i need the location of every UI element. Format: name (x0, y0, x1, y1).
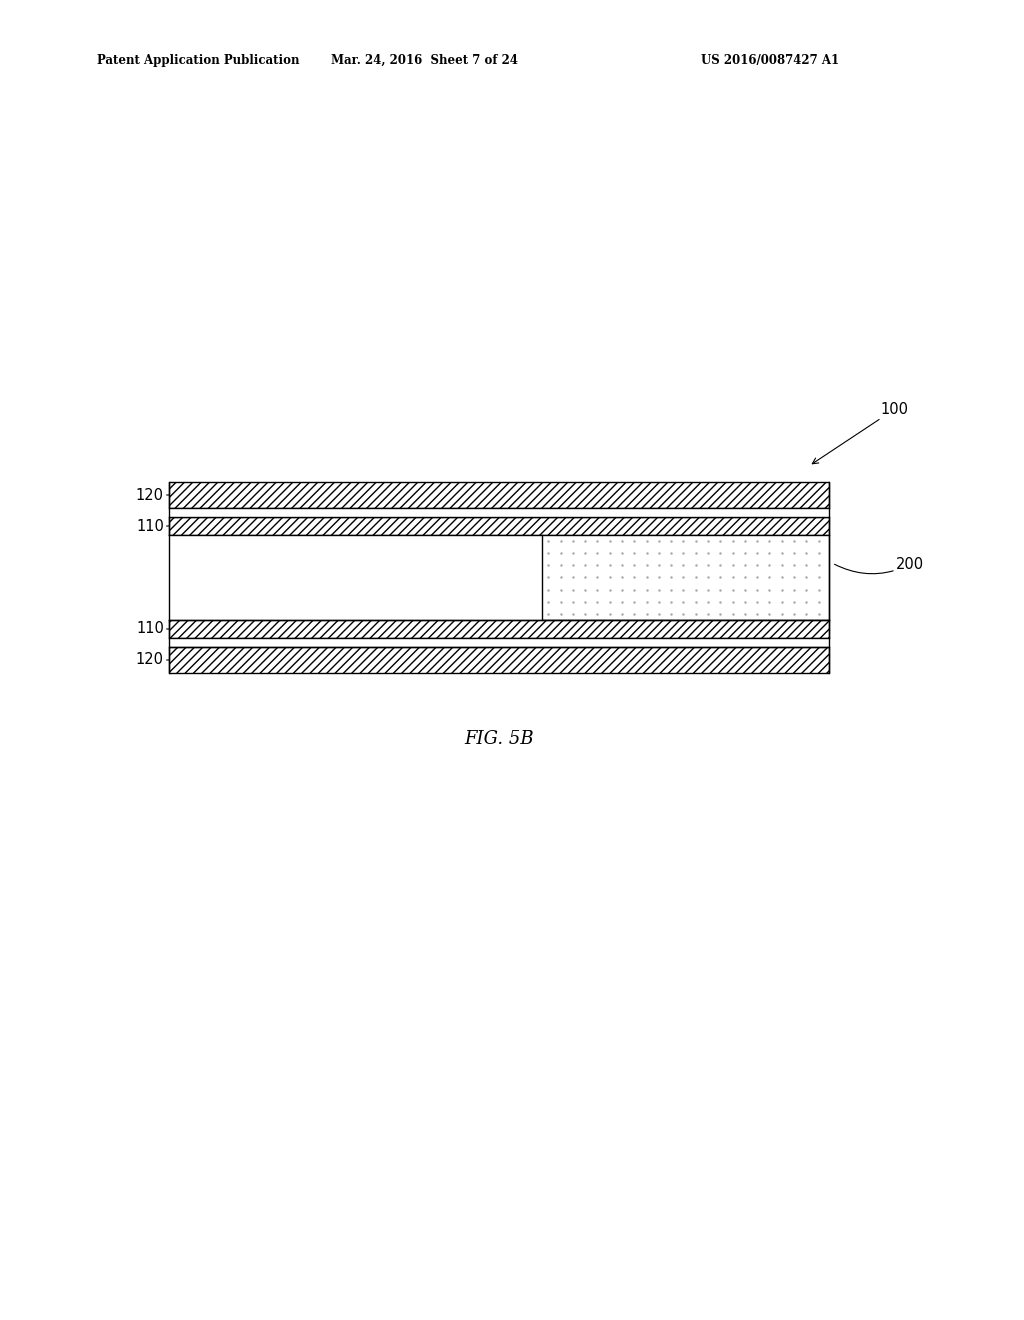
Bar (542, 535, 829, 620)
Text: 110: 110 (136, 519, 169, 533)
Text: 200: 200 (835, 557, 924, 574)
Bar (169, 482, 829, 508)
Bar (169, 620, 829, 638)
Bar (169, 535, 542, 620)
Text: 120: 120 (136, 487, 169, 503)
Text: 100: 100 (812, 401, 908, 463)
Bar (169, 638, 829, 647)
Text: Patent Application Publication: Patent Application Publication (97, 54, 300, 67)
Bar (169, 517, 829, 535)
Text: US 2016/0087427 A1: US 2016/0087427 A1 (701, 54, 840, 67)
Text: FIG. 5B: FIG. 5B (464, 730, 534, 748)
Text: Mar. 24, 2016  Sheet 7 of 24: Mar. 24, 2016 Sheet 7 of 24 (332, 54, 518, 67)
Text: 120: 120 (136, 652, 169, 668)
Bar (169, 508, 829, 517)
Text: 110: 110 (136, 622, 169, 636)
Bar (169, 647, 829, 673)
